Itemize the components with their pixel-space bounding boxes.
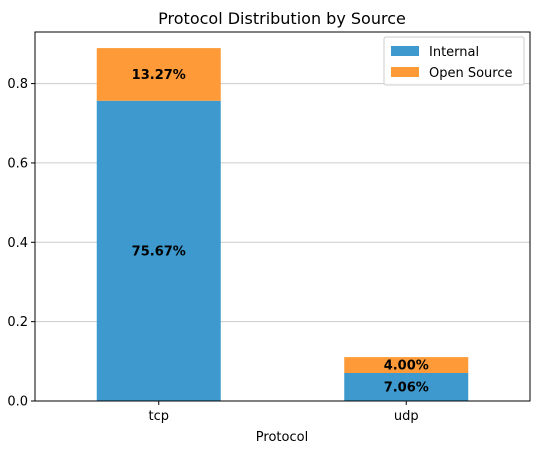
y-tick-label: 0.0: [7, 395, 28, 410]
x-tick-label: tcp: [149, 409, 170, 424]
x-axis-label: Protocol: [256, 430, 308, 445]
legend-label: Open Source: [429, 66, 513, 81]
y-tick-label: 0.4: [7, 236, 28, 251]
plot-frame: [34, 31, 531, 402]
data-label: 75.67%: [132, 244, 186, 259]
bars: [96, 48, 469, 401]
legend: Internal Open Source: [383, 36, 525, 86]
data-labels: 75.67% 13.27% 7.06% 4.00%: [132, 68, 429, 396]
bar-tcp-internal: [96, 100, 221, 401]
data-label: 7.06%: [384, 380, 429, 395]
x-tick-label: udp: [394, 409, 419, 424]
legend-label: Internal: [429, 45, 479, 60]
bar-udp-internal: [344, 372, 469, 401]
bar-udp-open-source: [344, 357, 469, 373]
bar-tcp-open-source: [96, 48, 221, 101]
chart-title: Protocol Distribution by Source: [158, 9, 406, 28]
y-tick-label: 0.8: [7, 77, 28, 92]
y-tick-label: 0.2: [7, 315, 28, 330]
data-label: 4.00%: [384, 359, 429, 374]
y-axis: 0.0 0.2 0.4 0.6 0.8: [7, 77, 35, 410]
legend-swatch: [391, 46, 419, 56]
y-tick-label: 0.6: [7, 156, 28, 171]
data-label: 13.27%: [132, 68, 186, 83]
x-axis: tcp udp: [149, 401, 419, 424]
legend-swatch: [391, 67, 419, 77]
